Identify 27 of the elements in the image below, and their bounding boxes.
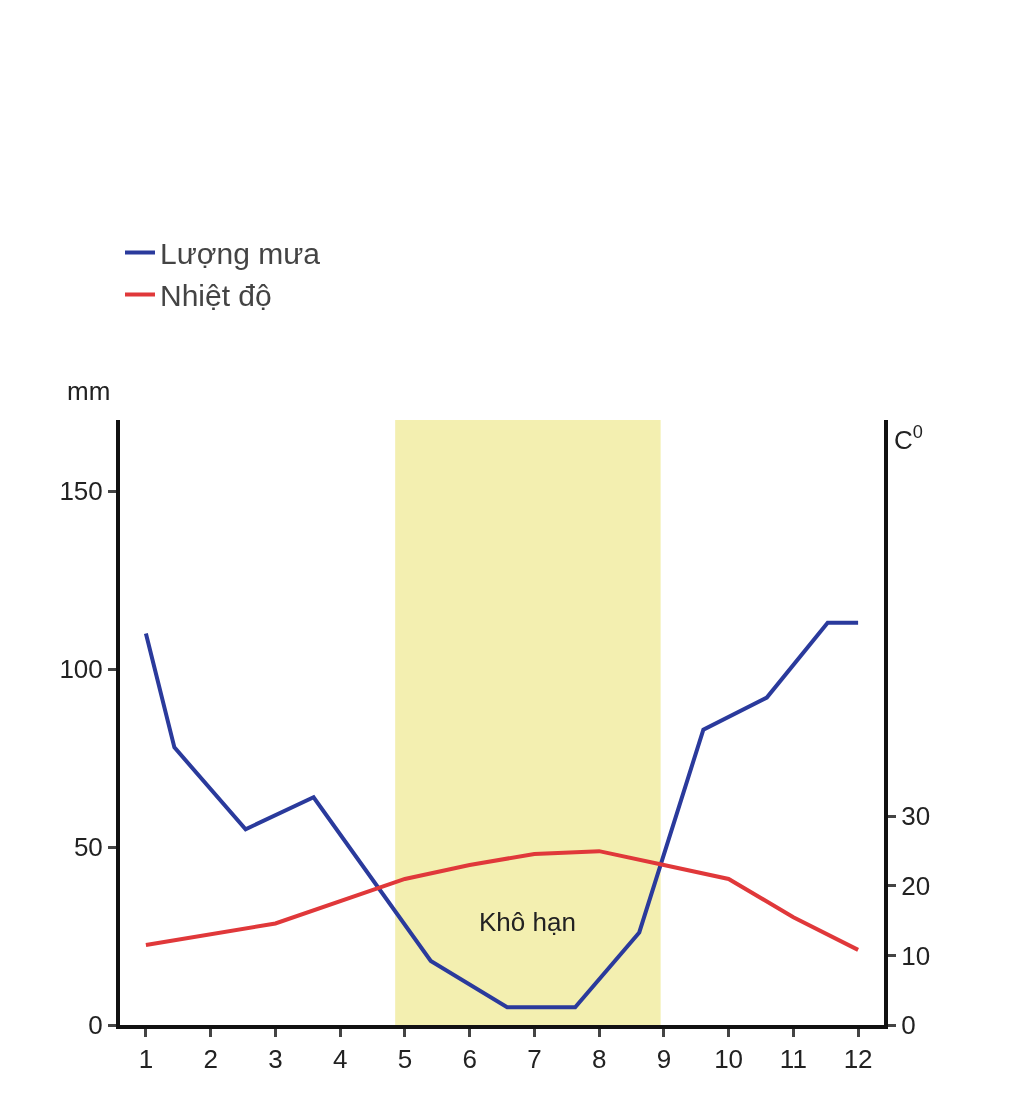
- x-tick-label: 10: [714, 1044, 744, 1075]
- x-tick-label: 6: [462, 1044, 477, 1075]
- y2-tick-label: 10: [901, 940, 931, 971]
- y2-tick-label: 0: [901, 1010, 916, 1041]
- x-tick-label: 1: [138, 1044, 154, 1075]
- x-tick-label: 3: [268, 1044, 283, 1075]
- x-tick-label: 9: [656, 1044, 672, 1075]
- y-tick-label: 0: [88, 1010, 103, 1041]
- y-tick-label: 150: [59, 476, 103, 507]
- y-tick-label: 50: [73, 832, 103, 863]
- x-tick-label: 12: [843, 1044, 873, 1075]
- band-label: Khô hạn: [479, 907, 576, 937]
- y2-axis-title: C$^{0}$: [894, 422, 923, 455]
- x-tick-label: 2: [203, 1044, 218, 1075]
- legend-label: Nhiệt độ: [160, 279, 272, 313]
- y-axis-title: mm: [67, 376, 111, 406]
- x-tick-label: 11: [779, 1044, 807, 1075]
- y2-tick-label: 30: [901, 801, 931, 832]
- x-tick-label: 7: [527, 1044, 542, 1075]
- legend-label: Lượng mưa: [160, 237, 321, 271]
- x-tick-label: 4: [332, 1044, 348, 1075]
- x-tick-label: 8: [591, 1044, 607, 1075]
- y2-tick-label: 20: [901, 871, 931, 902]
- line-series: [143, 849, 861, 952]
- x-tick-label: 5: [397, 1044, 413, 1075]
- line-series: [143, 620, 861, 1010]
- y-tick-label: 100: [59, 654, 103, 685]
